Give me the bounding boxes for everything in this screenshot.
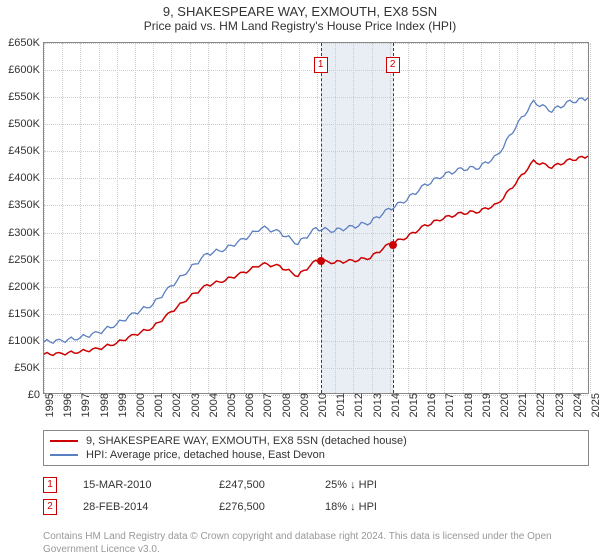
x-axis-label: 2020 bbox=[495, 393, 511, 417]
attribution-text: Contains HM Land Registry data © Crown c… bbox=[43, 531, 589, 556]
legend-label: 9, SHAKESPEARE WAY, EXMOUTH, EX8 5SN (de… bbox=[86, 435, 407, 447]
price-chart: £0£50K£100K£150K£200K£250K£300K£350K£400… bbox=[43, 42, 589, 394]
x-axis-label: 2025 bbox=[586, 393, 600, 417]
gridline-v bbox=[590, 43, 591, 393]
y-axis-label: £350K bbox=[8, 199, 44, 211]
page-title: 9, SHAKESPEARE WAY, EXMOUTH, EX8 5SN bbox=[0, 0, 600, 19]
x-axis-label: 2014 bbox=[386, 393, 402, 417]
y-axis-label: £150K bbox=[8, 308, 44, 320]
x-axis-label: 2019 bbox=[477, 393, 493, 417]
sale-price: £247,500 bbox=[219, 479, 299, 491]
y-axis-label: £500K bbox=[8, 118, 44, 130]
sales-list: 1 15-MAR-2010 £247,500 25% ↓ HPI 2 28-FEB-201… bbox=[43, 474, 589, 518]
sale-row: 2 28-FEB-2014 £276,500 18% ↓ HPI bbox=[43, 496, 589, 518]
y-axis-label: £450K bbox=[8, 145, 44, 157]
x-axis-label: 2005 bbox=[222, 393, 238, 417]
sale-row-flag: 1 bbox=[43, 477, 57, 493]
x-axis-label: 2024 bbox=[568, 393, 584, 417]
x-axis-label: 2013 bbox=[368, 393, 384, 417]
x-axis-label: 1995 bbox=[40, 393, 56, 417]
x-axis-label: 2008 bbox=[277, 393, 293, 417]
legend-label: HPI: Average price, detached house, East… bbox=[86, 449, 325, 461]
x-axis-label: 2000 bbox=[131, 393, 147, 417]
x-axis-label: 2022 bbox=[531, 393, 547, 417]
x-axis-label: 2010 bbox=[313, 393, 329, 417]
x-axis-label: 1997 bbox=[76, 393, 92, 417]
sale-row: 1 15-MAR-2010 £247,500 25% ↓ HPI bbox=[43, 474, 589, 496]
x-axis-label: 1999 bbox=[113, 393, 129, 417]
x-axis-label: 2006 bbox=[240, 393, 256, 417]
page-subtitle: Price paid vs. HM Land Registry's House … bbox=[0, 19, 600, 35]
x-axis-label: 2011 bbox=[331, 393, 347, 417]
x-axis-label: 2012 bbox=[349, 393, 365, 417]
x-axis-label: 2007 bbox=[258, 393, 274, 417]
x-axis-label: 2021 bbox=[513, 393, 529, 417]
x-axis-label: 1998 bbox=[95, 393, 111, 417]
y-axis-label: £200K bbox=[8, 281, 44, 293]
sale-date: 28-FEB-2014 bbox=[83, 501, 193, 513]
y-axis-label: £600K bbox=[8, 64, 44, 76]
x-axis-label: 2015 bbox=[404, 393, 420, 417]
sale-diff: 18% ↓ HPI bbox=[325, 501, 425, 513]
legend-item: 9, SHAKESPEARE WAY, EXMOUTH, EX8 5SN (de… bbox=[50, 434, 582, 448]
sale-diff: 25% ↓ HPI bbox=[325, 479, 425, 491]
y-axis-label: £400K bbox=[8, 172, 44, 184]
x-axis-label: 2003 bbox=[186, 393, 202, 417]
legend-swatch bbox=[50, 454, 78, 456]
chart-legend: 9, SHAKESPEARE WAY, EXMOUTH, EX8 5SN (de… bbox=[43, 430, 589, 466]
x-axis-label: 2017 bbox=[440, 393, 456, 417]
y-axis-label: £550K bbox=[8, 91, 44, 103]
y-axis-label: £250K bbox=[8, 254, 44, 266]
x-axis-label: 2016 bbox=[422, 393, 438, 417]
x-axis-label: 1996 bbox=[58, 393, 74, 417]
y-axis-label: £300K bbox=[8, 227, 44, 239]
y-axis-label: £50K bbox=[14, 362, 44, 374]
series-property bbox=[44, 156, 588, 355]
sale-row-flag: 2 bbox=[43, 499, 57, 515]
x-axis-label: 2002 bbox=[167, 393, 183, 417]
legend-item: HPI: Average price, detached house, East… bbox=[50, 448, 582, 462]
series-hpi bbox=[44, 98, 588, 343]
sale-price: £276,500 bbox=[219, 501, 299, 513]
x-axis-label: 2018 bbox=[459, 393, 475, 417]
legend-swatch bbox=[50, 440, 78, 442]
x-axis-label: 2001 bbox=[149, 393, 165, 417]
y-axis-label: £100K bbox=[8, 335, 44, 347]
x-axis-label: 2023 bbox=[550, 393, 566, 417]
x-axis-label: 2004 bbox=[204, 393, 220, 417]
sale-date: 15-MAR-2010 bbox=[83, 479, 193, 491]
y-axis-label: £650K bbox=[8, 37, 44, 49]
x-axis-label: 2009 bbox=[295, 393, 311, 417]
